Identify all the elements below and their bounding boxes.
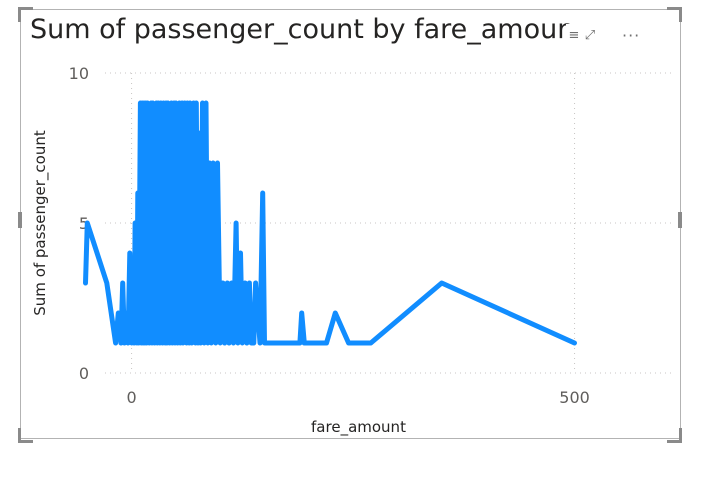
y-tick-label: 10 — [69, 64, 89, 83]
y-tick-label: 0 — [79, 364, 89, 383]
resize-corner-bottom-left[interactable] — [18, 428, 33, 443]
filter-icon[interactable]: ≡ — [568, 27, 580, 43]
resize-handle-right[interactable] — [678, 212, 682, 228]
line-chart-visual[interactable]: Sum of passenger_count by fare_amount ≡ … — [18, 7, 682, 443]
visual-header-icons: ≡ ⤢ ··· — [566, 24, 643, 46]
y-axis-title: Sum of passenger_count — [31, 130, 50, 316]
x-tick-label: 0 — [126, 388, 136, 407]
x-tick-label: 500 — [559, 388, 590, 407]
x-axis-title: fare_amount — [311, 418, 406, 437]
resize-corner-bottom-right[interactable] — [667, 428, 682, 443]
series-line[interactable] — [83, 100, 577, 346]
chart-title: Sum of passenger_count by fare_amount — [30, 14, 570, 45]
more-options-icon[interactable]: ··· — [622, 25, 641, 45]
resize-handle-left[interactable] — [18, 212, 22, 228]
resize-corner-top-right[interactable] — [667, 7, 682, 22]
chart-plot-area: 0 5 10 0 500 fare_amount Sum of passenger_co… — [31, 64, 672, 437]
focus-mode-icon[interactable]: ⤢ — [584, 27, 596, 43]
y-tick-label: 5 — [79, 214, 89, 233]
resize-corner-top-left[interactable] — [18, 7, 33, 22]
